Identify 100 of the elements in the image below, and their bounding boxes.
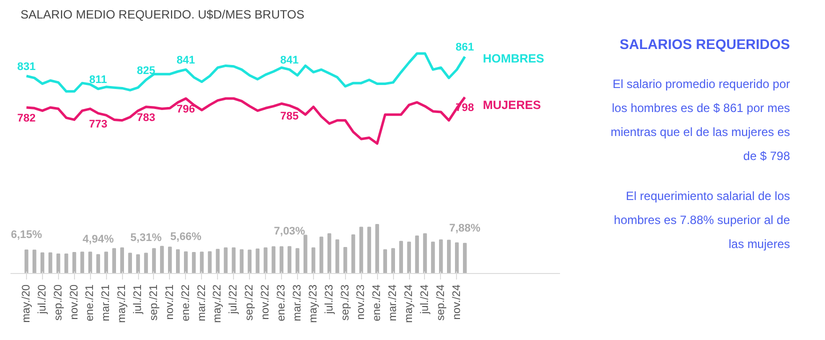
bar xyxy=(160,246,164,274)
bar xyxy=(431,242,435,274)
bar xyxy=(32,250,36,274)
x-tick-label: jul./21 xyxy=(132,284,144,315)
bar xyxy=(120,247,124,274)
bar xyxy=(136,254,140,274)
data-label: 7,88% xyxy=(449,222,481,234)
data-label: 782 xyxy=(17,112,36,124)
bar xyxy=(288,246,292,274)
series-label: HOMBRES xyxy=(482,52,544,66)
x-tick-label: ene./22 xyxy=(180,284,192,322)
data-label: 841 xyxy=(280,54,299,67)
x-tick-label: may./24 xyxy=(403,284,416,323)
data-label: 841 xyxy=(176,54,196,67)
bar xyxy=(312,247,316,274)
x-tick-label: sep./24 xyxy=(434,284,447,321)
bar xyxy=(168,246,172,274)
x-tick-label: nov./23 xyxy=(355,284,368,320)
data-label: 825 xyxy=(136,64,156,77)
data-label: 7,03% xyxy=(274,226,306,238)
bar xyxy=(391,248,396,274)
data-label: 783 xyxy=(136,112,156,124)
bar xyxy=(407,242,411,274)
data-label: 811 xyxy=(89,74,108,86)
bar xyxy=(296,248,300,274)
bar xyxy=(48,252,52,274)
bar xyxy=(240,249,244,274)
data-label: 773 xyxy=(89,118,108,130)
bar xyxy=(447,240,451,274)
text: El requerimiento salarial de los hombres es 7.88% superior al de las mujeres xyxy=(612,188,790,253)
x-tick-label: ene./21 xyxy=(84,284,96,322)
data-label: 861 xyxy=(456,42,474,54)
x-tick-label: nov./24 xyxy=(450,284,463,320)
bar xyxy=(272,246,276,274)
data-label: 4,94% xyxy=(82,234,114,246)
data-label: 5,66% xyxy=(170,230,202,243)
x-tick-label: mar./24 xyxy=(387,284,400,322)
bar xyxy=(200,252,204,274)
x-tick-label: ene./24 xyxy=(371,284,384,322)
bar xyxy=(112,248,116,274)
x-tick-label: may./22 xyxy=(212,284,224,323)
bar xyxy=(152,248,156,274)
bar xyxy=(304,234,308,274)
bar xyxy=(224,247,228,274)
bar xyxy=(264,247,268,274)
bar xyxy=(232,247,236,274)
bar xyxy=(208,251,212,274)
bar xyxy=(192,252,196,274)
bar xyxy=(104,252,108,274)
text: SALARIOS REQUERIDOS xyxy=(618,35,790,54)
text: El salario promedio requerido por los hombres es de $ 861 por mes mientras que el de las mujeres es de $ 798 xyxy=(610,76,790,165)
x-tick-label: mar./23 xyxy=(291,284,304,322)
bar xyxy=(64,254,68,274)
bar xyxy=(256,248,260,274)
x-tick-label: may./20 xyxy=(20,284,32,323)
bar xyxy=(184,251,188,274)
bar xyxy=(375,224,380,274)
x-tick-label: sep./21 xyxy=(148,284,160,321)
bar xyxy=(399,240,403,274)
x-tick-label: sep./22 xyxy=(244,284,256,321)
x-tick-label: may./21 xyxy=(116,284,128,323)
bar xyxy=(24,249,28,274)
x-tick-label: mar./21 xyxy=(100,284,112,322)
chart-title: SALARIO MEDIO REQUERIDO. U$D/MES BRUTOS xyxy=(20,8,304,22)
x-tick-label: jul./22 xyxy=(228,284,240,315)
bar xyxy=(367,226,372,274)
series-label: MUJERES xyxy=(482,98,541,112)
bar xyxy=(454,242,459,274)
data-label: 796 xyxy=(176,104,196,116)
data-label: 6,15% xyxy=(10,228,42,241)
bar xyxy=(176,249,180,274)
x-tick-label: mar./22 xyxy=(196,284,208,322)
bar xyxy=(439,239,443,274)
x-tick-label: may./23 xyxy=(307,284,320,323)
bar xyxy=(80,252,84,274)
bar xyxy=(415,236,419,274)
bar xyxy=(423,233,427,274)
bar xyxy=(319,236,324,274)
x-tick-label: nov./22 xyxy=(260,284,272,320)
data-label: 5,31% xyxy=(130,232,162,244)
bar xyxy=(96,254,100,274)
bar xyxy=(248,250,252,274)
x-tick-label: sep./20 xyxy=(52,284,64,321)
x-tick-label: ene./23 xyxy=(276,284,288,322)
bar xyxy=(327,233,332,274)
bar xyxy=(144,252,148,274)
bar xyxy=(280,246,284,274)
data-label: 785 xyxy=(280,110,299,123)
x-tick-label: nov./21 xyxy=(164,284,176,320)
bar xyxy=(351,234,356,274)
bar xyxy=(128,252,132,274)
bar xyxy=(343,246,348,274)
x-tick-label: jul./23 xyxy=(323,284,336,315)
x-tick-label: sep./23 xyxy=(339,284,352,321)
x-tick-label: nov./20 xyxy=(68,284,80,320)
x-tick-label: jul./24 xyxy=(418,284,431,315)
x-tick-label: jul./20 xyxy=(36,284,48,315)
bar xyxy=(462,242,467,274)
bar xyxy=(88,252,92,274)
data-label: 831 xyxy=(17,61,36,73)
